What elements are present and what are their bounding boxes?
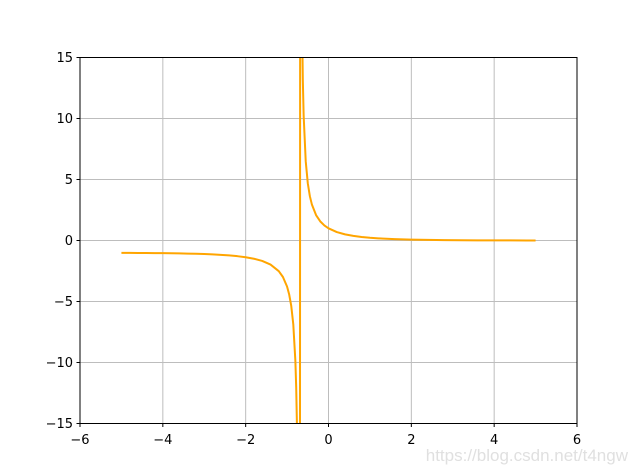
watermark-url: https://blog.csdn.net/t4ngw (426, 446, 629, 465)
x-tick-label: −2 (236, 433, 255, 448)
x-tick-label: −6 (70, 433, 89, 448)
y-tick-label: −5 (54, 295, 73, 310)
y-tick-label: 10 (56, 112, 73, 127)
tick-layer (76, 57, 578, 427)
curve-layer (121, 57, 536, 424)
label-layer: −6 −4 −2 0 2 4 6 −15 −10 −5 0 5 10 15 (46, 51, 582, 448)
y-tick-label: −10 (46, 356, 73, 371)
y-tick-label: 15 (56, 51, 73, 66)
x-tick-label: 4 (490, 433, 498, 448)
y-tick-label: 0 (65, 234, 73, 249)
x-tick-label: 6 (573, 433, 581, 448)
y-tick-label: −15 (46, 417, 73, 432)
x-tick-label: 0 (324, 433, 332, 448)
x-tick-label: 2 (407, 433, 415, 448)
function-curve (121, 57, 536, 424)
x-tick-label: −4 (153, 433, 172, 448)
y-tick-label: 5 (65, 173, 73, 188)
